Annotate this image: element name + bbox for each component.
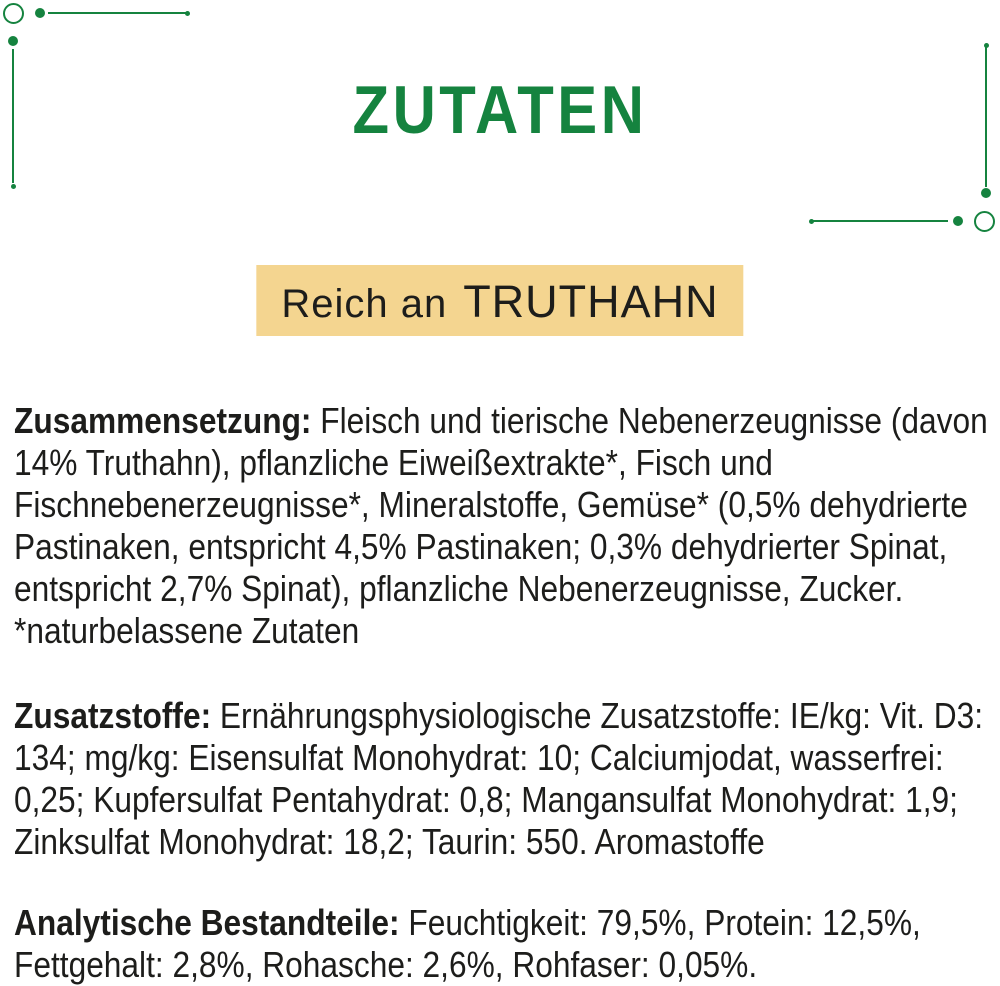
text-line: 134; mg/kg: Eisensulfat Monohydrat: 10; … xyxy=(14,737,944,778)
badge-prefix: Reich an xyxy=(281,282,448,326)
line-icon xyxy=(48,11,186,14)
text-segment: Ernährungsphysiologische Zusatzstoffe: I… xyxy=(211,695,984,736)
line-icon xyxy=(812,219,948,223)
text-line: 14% Truthahn), pflanzliche Eiweißextrakt… xyxy=(14,442,773,483)
paragraph-zusatzstoffe: Zusatzstoffe: Ernährungsphysiologische Z… xyxy=(14,695,983,863)
paragraph-label: Zusatzstoffe: xyxy=(14,695,212,736)
text-line: Analytische Bestandteile: Feuchtigkeit: … xyxy=(14,902,921,944)
text-segment: Feuchtigkeit: 79,5%, Protein: 12,5%, xyxy=(399,902,921,943)
dot-icon xyxy=(808,218,814,224)
text-line: Pastinaken, entspricht 4,5% Pastinaken; … xyxy=(14,526,948,567)
text-line: Zusatzstoffe: Ernährungsphysiologische Z… xyxy=(14,695,983,737)
ring-icon xyxy=(973,210,995,232)
text-line: entspricht 2,7% Spinat), pflanzliche Neb… xyxy=(14,568,904,609)
highlight-badge: Reich an TRUTHAHN xyxy=(256,265,744,336)
paragraph-zusammensetzung: Zusammensetzung: Fleisch und tierische N… xyxy=(14,400,988,652)
dot-icon xyxy=(8,36,18,46)
dot-icon xyxy=(10,183,16,189)
page-title: ZUTATEN xyxy=(352,72,648,148)
text-line: Fischnebenerzeugnisse*, Mineralstoffe, G… xyxy=(14,484,968,525)
paragraph-label: Analytische Bestandteile: xyxy=(14,902,400,943)
text-line: Zusammensetzung: Fleisch und tierische N… xyxy=(14,400,988,442)
paragraph-analytische-bestandteile: Analytische Bestandteile: Feuchtigkeit: … xyxy=(14,902,921,986)
text-segment: Fleisch und tierische Nebenerzeugnisse (… xyxy=(311,400,988,441)
dot-icon xyxy=(185,10,190,16)
text-line: Zinksulfat Monohydrat: 18,2; Taurin: 550… xyxy=(14,821,765,862)
line-icon xyxy=(11,49,15,183)
dot-icon xyxy=(983,42,989,48)
line-icon xyxy=(984,47,988,187)
dot-icon xyxy=(981,188,991,198)
paragraph-label: Zusammensetzung: xyxy=(14,400,312,441)
ring-icon xyxy=(3,3,24,24)
badge-protein-name: TRUTHAHN xyxy=(463,276,719,327)
text-line: Fettgehalt: 2,8%, Rohasche: 2,6%, Rohfas… xyxy=(14,944,758,985)
dot-icon xyxy=(35,8,45,18)
dot-icon xyxy=(953,216,963,226)
footnote-line: *naturbelassene Zutaten xyxy=(14,610,360,651)
text-line: 0,25; Kupfersulfat Pentahydrat: 0,8; Man… xyxy=(14,779,958,820)
